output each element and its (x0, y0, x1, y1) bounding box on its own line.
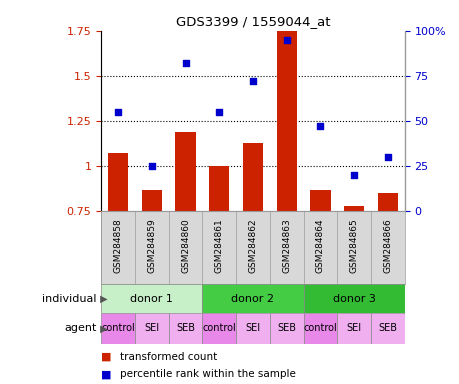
Bar (242, 142, 263, 211)
Bar (377, 193, 397, 211)
Point (249, 78, 256, 84)
Bar (168, 313, 202, 344)
Bar (175, 132, 195, 211)
Text: GSM284861: GSM284861 (214, 218, 223, 273)
Text: ■: ■ (101, 352, 112, 362)
Text: ▶: ▶ (96, 293, 107, 304)
Text: donor 2: donor 2 (231, 293, 274, 304)
Text: GSM284860: GSM284860 (181, 218, 190, 273)
Text: agent: agent (64, 323, 96, 333)
Point (215, 109, 223, 115)
Text: SEI: SEI (346, 323, 361, 333)
Text: GSM284864: GSM284864 (315, 218, 324, 273)
Point (350, 172, 357, 178)
Bar (202, 313, 235, 344)
Text: control: control (202, 323, 235, 333)
Text: ▶: ▶ (96, 323, 107, 333)
Point (148, 163, 155, 169)
Text: individual: individual (42, 293, 96, 304)
Text: SEB: SEB (176, 323, 195, 333)
Bar (101, 313, 134, 344)
Point (383, 154, 391, 160)
Text: SEI: SEI (245, 323, 260, 333)
Text: percentile rank within the sample: percentile rank within the sample (119, 369, 295, 379)
Text: GSM284858: GSM284858 (113, 218, 122, 273)
Bar (310, 190, 330, 211)
Bar (269, 313, 303, 344)
Point (181, 60, 189, 66)
Bar (303, 313, 336, 344)
Point (114, 109, 122, 115)
Text: transformed count: transformed count (119, 352, 216, 362)
Point (282, 36, 290, 43)
Bar (134, 313, 168, 344)
Bar (209, 166, 229, 211)
Text: GSM284865: GSM284865 (349, 218, 358, 273)
Text: GSM284859: GSM284859 (147, 218, 156, 273)
Text: donor 3: donor 3 (332, 293, 375, 304)
Bar (108, 154, 128, 211)
Bar (276, 9, 296, 211)
Bar (370, 313, 404, 344)
Bar (336, 313, 370, 344)
Bar (141, 190, 162, 211)
Bar (101, 284, 202, 313)
Bar (303, 284, 404, 313)
Title: GDS3399 / 1559044_at: GDS3399 / 1559044_at (175, 15, 330, 28)
Text: GSM284862: GSM284862 (248, 218, 257, 273)
Text: donor 1: donor 1 (130, 293, 173, 304)
Text: ■: ■ (101, 369, 112, 379)
Text: control: control (101, 323, 134, 333)
Text: GSM284866: GSM284866 (383, 218, 392, 273)
Text: GSM284863: GSM284863 (282, 218, 291, 273)
Text: SEB: SEB (378, 323, 397, 333)
Point (316, 123, 324, 129)
Bar (343, 206, 364, 211)
Bar (235, 313, 269, 344)
Text: SEI: SEI (144, 323, 159, 333)
Text: control: control (303, 323, 336, 333)
Text: SEB: SEB (277, 323, 296, 333)
Bar (202, 284, 303, 313)
